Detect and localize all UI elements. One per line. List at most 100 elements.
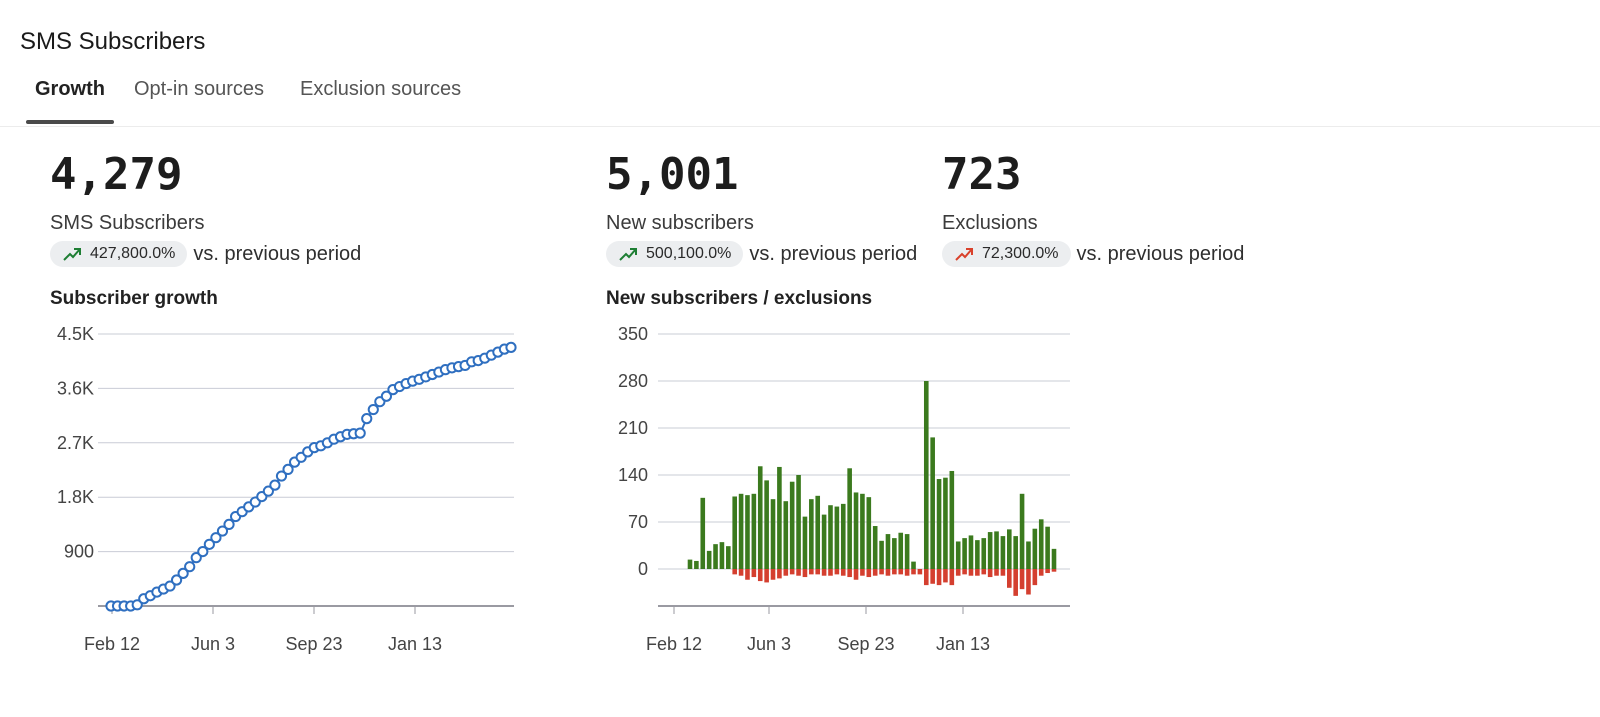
comparison-text: vs. previous period <box>749 242 918 265</box>
new-subscribers-bar <box>815 495 821 569</box>
exclusions-bar <box>987 569 993 578</box>
new-subscribers-bar <box>713 544 718 569</box>
metric-value: 4,279 <box>50 149 183 200</box>
tabs-divider <box>0 126 1600 127</box>
exclusions-bar <box>770 569 776 580</box>
new-subscribers-bar <box>840 503 846 569</box>
new-subscribers-bar <box>1051 548 1057 569</box>
new-subscribers-bar <box>1006 529 1012 569</box>
tab-exclusion-sources[interactable]: Exclusion sources <box>300 78 462 100</box>
exclusions-bar <box>975 569 980 576</box>
new-subscribers-bar <box>834 506 840 569</box>
exclusions-bar <box>809 569 814 575</box>
exclusions-bar <box>872 569 878 576</box>
exclusions-bar <box>898 569 904 575</box>
exclusions-bar <box>777 569 782 579</box>
exclusions-bar <box>943 569 948 583</box>
exclusions-bar <box>949 569 955 586</box>
data-point <box>203 538 215 550</box>
data-point <box>170 574 183 586</box>
change-row: 427,800.0% vs. previous period <box>50 241 361 267</box>
new-subscribers-bar <box>955 541 961 569</box>
new-subscribers-bar <box>732 496 738 569</box>
data-point <box>505 341 517 353</box>
new-subscribers-bar <box>930 437 935 569</box>
exclusions-bar <box>968 569 974 576</box>
new-subscribers-bar <box>923 381 929 569</box>
new-subscribers-bar <box>943 477 948 569</box>
page-title: SMS Subscribers <box>20 28 206 55</box>
data-point <box>197 546 209 558</box>
metric-exclusions: 723 Exclusions 72,300.0% vs. previous pe… <box>942 150 1244 267</box>
y-tick-label: 1.8K <box>57 487 94 507</box>
new-subscribers-bar <box>866 497 872 569</box>
change-badge: 72,300.0% <box>942 241 1071 267</box>
comparison-text: vs. previous period <box>193 242 362 265</box>
y-tick-label: 2.7K <box>57 433 94 453</box>
exclusions-bar <box>853 569 859 580</box>
data-point <box>282 463 294 475</box>
new-subscribers-bar <box>738 493 744 569</box>
new-subscribers-bar <box>975 540 980 569</box>
comparison-text: vs. previous period <box>1076 242 1245 265</box>
tab-growth[interactable]: Growth <box>35 78 105 100</box>
change-badge: 427,800.0% <box>50 241 188 267</box>
data-point <box>164 580 176 592</box>
exclusions-bar <box>1045 569 1050 574</box>
new-subscribers-bar <box>994 531 999 569</box>
new-subscribers-bar <box>821 514 827 569</box>
exclusions-bar <box>1026 569 1031 595</box>
y-tick-label: 210 <box>618 418 648 438</box>
tab-opt-in-sources[interactable]: Opt-in sources <box>134 78 265 100</box>
exclusions-bar <box>923 569 929 586</box>
growth-line <box>111 346 512 607</box>
exclusions-bar <box>1038 569 1044 576</box>
new-subscribers-bar <box>892 538 897 569</box>
exclusions-bar <box>1032 569 1038 586</box>
x-tick-label: Sep 23 <box>285 634 342 654</box>
exclusions-bar <box>732 569 738 575</box>
active-tab-indicator <box>26 120 114 124</box>
x-tick-label: Jan 13 <box>388 634 442 654</box>
exclusions-bar <box>828 569 833 576</box>
data-point <box>262 485 274 497</box>
new-subscribers-bar <box>898 532 904 569</box>
trend-up-icon <box>619 248 637 261</box>
new-subscribers-bar <box>879 540 884 569</box>
new-subscribers-bar <box>694 560 699 569</box>
data-point <box>216 525 229 537</box>
data-point <box>177 567 189 579</box>
exclusions-bar <box>789 569 795 575</box>
exclusions-bar <box>936 569 942 586</box>
metric-new-subscribers: 5,001 New subscribers 500,100.0% vs. pre… <box>606 150 917 267</box>
y-tick-label: 0 <box>638 559 648 579</box>
new-subscribers-bar <box>783 501 789 569</box>
tab-bar: Growth Opt-in sources Exclusion sources <box>0 70 1600 126</box>
new-subscribers-bar <box>809 499 814 569</box>
new-subscribers-bar <box>1045 526 1050 569</box>
x-tick-label: Jan 13 <box>936 634 990 654</box>
exclusions-bar <box>955 569 961 576</box>
exclusions-bar <box>866 569 872 578</box>
new-subscribers-bar <box>796 475 801 569</box>
exclusions-bar <box>783 569 789 576</box>
new-subscribers-bar <box>1032 528 1038 569</box>
exclusions-bar <box>738 569 744 576</box>
metric-sms-subscribers: 4,279 SMS Subscribers 427,800.0% vs. pre… <box>50 150 361 267</box>
new-subscribers-bar <box>1038 519 1044 569</box>
y-tick-label: 70 <box>628 512 648 532</box>
data-point <box>275 470 288 482</box>
metric-label: New subscribers <box>606 212 754 234</box>
metric-value: 723 <box>942 149 1022 200</box>
exclusions-bar <box>1019 569 1025 590</box>
exclusions-bar <box>860 569 865 576</box>
new-subscribers-bar <box>872 526 878 569</box>
new-subscribers-bar <box>726 546 731 569</box>
change-value: 427,800.0% <box>90 245 176 262</box>
exclusions-bar <box>815 569 821 575</box>
new-subscribers-bar <box>1019 493 1025 569</box>
data-point <box>131 599 143 611</box>
new-subscribers-bar <box>802 516 808 569</box>
new-subscribers-bar <box>987 532 993 569</box>
data-point <box>354 427 366 439</box>
